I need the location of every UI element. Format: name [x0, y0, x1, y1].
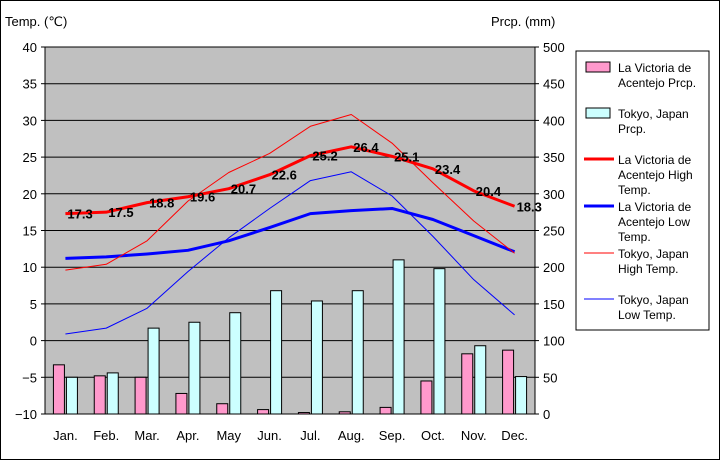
bar	[392, 259, 405, 415]
data-label: 17.3	[67, 207, 92, 222]
data-label: 26.4	[353, 140, 379, 155]
right-tick-label: 0	[543, 407, 550, 422]
left-tick-label: 5	[30, 297, 37, 312]
data-label: 18.8	[149, 196, 174, 211]
month-label: Jul.	[300, 428, 320, 443]
data-label: 19.6	[190, 190, 215, 205]
legend-label: La Victoria de	[618, 153, 691, 167]
bar	[229, 312, 242, 415]
legend-label: High Temp.	[618, 262, 678, 276]
left-tick-label: 25	[23, 150, 37, 165]
right-tick-label: 100	[543, 334, 565, 349]
left-tick-label: 35	[23, 77, 37, 92]
bar	[351, 290, 364, 415]
series-line	[65, 114, 515, 271]
data-label: 20.7	[231, 182, 256, 197]
right-tick-label: 200	[543, 260, 565, 275]
legend-label: Temp.	[618, 183, 651, 197]
month-label: Dec.	[501, 428, 528, 443]
bar	[65, 376, 78, 415]
data-label: 25.2	[312, 149, 337, 164]
right-axis-title: Prcp. (mm)	[491, 14, 555, 29]
right-tick-label: 500	[543, 40, 565, 55]
month-label: Nov.	[461, 428, 487, 443]
bar	[175, 392, 188, 415]
legend-label: Acentejo High	[618, 168, 693, 182]
bar	[106, 372, 119, 415]
bar	[502, 349, 515, 415]
bar	[270, 290, 283, 415]
month-label: Jun.	[257, 428, 282, 443]
legend-label: La Victoria de	[618, 61, 691, 75]
bar	[310, 300, 323, 415]
left-tick-label: 30	[23, 113, 37, 128]
bar	[379, 406, 392, 415]
legend-label: La Victoria de	[618, 200, 691, 214]
legend-label: Tokyo, Japan	[618, 247, 689, 261]
left-axis-title: Temp. (℃)	[5, 14, 67, 29]
legend-label: Acentejo Prcp.	[618, 76, 696, 90]
legend-box	[575, 50, 710, 331]
right-tick-label: 350	[543, 150, 565, 165]
bar	[134, 376, 147, 415]
data-label: 18.3	[517, 199, 542, 214]
legend-label: Temp.	[618, 230, 651, 244]
right-tick-label: 400	[543, 113, 565, 128]
legend-swatch	[585, 61, 611, 73]
bar	[474, 345, 487, 415]
bar	[52, 364, 65, 415]
series-line	[65, 145, 516, 216]
month-label: Aug.	[338, 428, 365, 443]
data-label: 23.4	[435, 162, 461, 177]
bar	[433, 268, 446, 415]
bar	[297, 412, 310, 415]
left-tick-label: 40	[23, 40, 37, 55]
right-tick-label: 150	[543, 297, 565, 312]
legend-label: Tokyo, Japan	[618, 293, 689, 307]
data-label: 22.6	[272, 168, 297, 183]
month-label: May	[216, 428, 241, 443]
bar	[188, 321, 201, 415]
data-label: 20.4	[476, 184, 502, 199]
left-tick-label: 10	[23, 260, 37, 275]
legend-label: Prcp.	[618, 122, 646, 136]
month-label: Feb.	[93, 428, 119, 443]
data-label: 17.5	[108, 205, 133, 220]
month-label: Mar.	[134, 428, 159, 443]
legend-label: Low Temp.	[618, 308, 676, 322]
bar	[461, 353, 474, 415]
legend-label: Tokyo, Japan	[618, 107, 689, 121]
left-tick-label: 20	[23, 187, 37, 202]
bar	[93, 375, 106, 415]
right-tick-label: 300	[543, 187, 565, 202]
bar	[515, 376, 528, 415]
bar	[147, 327, 160, 415]
bar	[338, 411, 351, 415]
right-tick-label: 450	[543, 77, 565, 92]
bar	[216, 403, 229, 415]
left-tick-label: 0	[30, 334, 37, 349]
series-line	[65, 171, 515, 335]
month-label: Sep.	[379, 428, 406, 443]
month-label: Jan.	[53, 428, 78, 443]
legend-label: Acentejo Low	[618, 215, 690, 229]
data-label: 25.1	[394, 149, 419, 164]
month-label: Oct.	[421, 428, 445, 443]
left-tick-label: −10	[15, 407, 37, 422]
right-tick-label: 250	[543, 224, 565, 239]
series-line	[65, 206, 516, 260]
month-label: Apr.	[176, 428, 199, 443]
left-tick-label: 15	[23, 224, 37, 239]
bar	[257, 409, 270, 415]
right-tick-label: 50	[543, 370, 557, 385]
bar	[420, 380, 433, 415]
left-tick-label: −5	[22, 370, 37, 385]
legend-swatch	[585, 107, 611, 119]
